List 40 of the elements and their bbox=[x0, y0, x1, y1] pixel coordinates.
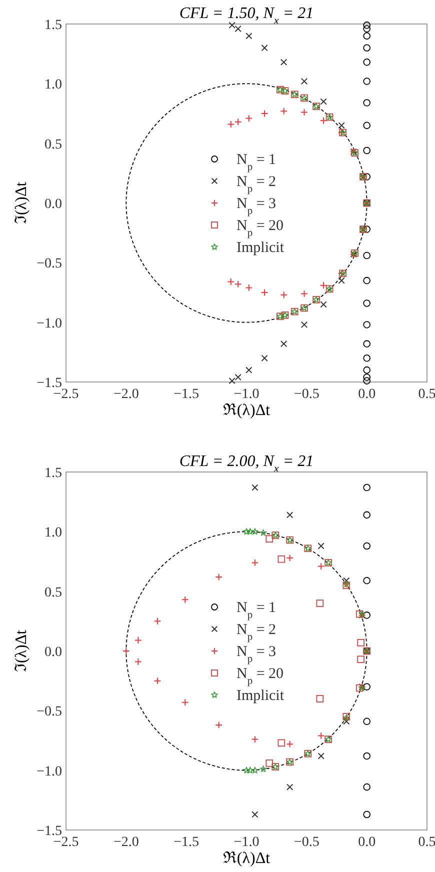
legend-label: N$_{p}$ = 2 bbox=[236, 174, 276, 194]
y-tick-label: 1.5 bbox=[44, 18, 62, 33]
y-tick-label: 0.5 bbox=[44, 585, 62, 600]
y-tick-label: 0.5 bbox=[44, 137, 62, 152]
legend-label: N$_{p}$ = 3 bbox=[236, 644, 276, 664]
y-tick-label: −0.5 bbox=[36, 704, 62, 720]
x-tick-label: −1.5 bbox=[174, 835, 200, 850]
y-tick-label: −1.0 bbox=[36, 764, 62, 780]
x-tick-label: 0.5 bbox=[418, 835, 435, 850]
legend-label: N$_{p}$ = 20 bbox=[236, 666, 284, 686]
y-axis-title: ℑ(λ)Δt bbox=[13, 181, 30, 224]
x-tick-label: −1.5 bbox=[174, 387, 200, 402]
x-tick-label: 0.5 bbox=[418, 387, 435, 402]
y-tick-label: 1.5 bbox=[44, 466, 62, 481]
x-tick-label: −2.0 bbox=[113, 835, 139, 850]
x-tick-label: −1.0 bbox=[234, 387, 260, 402]
legend-label: N$_{p}$ = 1 bbox=[236, 152, 276, 172]
y-axis-title: ℑ(λ)Δt bbox=[13, 629, 30, 672]
legend-label: Implicit bbox=[236, 240, 285, 256]
legend-label: N$_{p}$ = 20 bbox=[236, 218, 284, 238]
legend-label: N$_{p}$ = 1 bbox=[236, 600, 276, 620]
legend-label: N$_{p}$ = 3 bbox=[236, 196, 276, 216]
x-axis-title: ℜ(λ)Δt bbox=[222, 402, 271, 419]
chart-title: CFL = 1.50, N$_{x}$ = 21 bbox=[179, 5, 314, 27]
y-tick-label: 0.0 bbox=[44, 645, 62, 660]
x-tick-label: 0.0 bbox=[358, 835, 376, 850]
x-tick-label: 0.0 bbox=[358, 387, 376, 402]
y-tick-label: −0.5 bbox=[36, 256, 62, 272]
legend-label: N$_{p}$ = 2 bbox=[236, 622, 276, 642]
chart-title: CFL = 2.00, N$_{x}$ = 21 bbox=[179, 453, 314, 475]
y-tick-label: 0.0 bbox=[44, 197, 62, 212]
x-axis-title: ℜ(λ)Δt bbox=[222, 850, 271, 867]
x-tick-label: −2.0 bbox=[113, 387, 139, 402]
legend-label: Implicit bbox=[236, 688, 285, 704]
y-tick-label: 1.0 bbox=[44, 78, 62, 93]
y-tick-label: 1.0 bbox=[44, 526, 62, 541]
y-tick-label: −1.0 bbox=[36, 316, 62, 332]
x-tick-label: −0.5 bbox=[294, 387, 320, 402]
x-tick-label: −1.0 bbox=[234, 835, 260, 850]
x-tick-label: −0.5 bbox=[294, 835, 320, 850]
